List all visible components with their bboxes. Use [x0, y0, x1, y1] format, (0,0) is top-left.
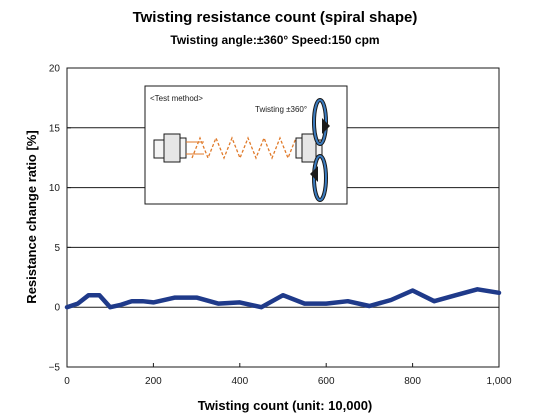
cable-illustration	[153, 133, 323, 163]
chart-subtitle: Twisting angle:±360° Speed:150 cpm	[170, 33, 379, 47]
x-tick-label: 0	[64, 376, 70, 387]
x-tick-label: 1,000	[486, 376, 511, 387]
test-method-inset: <Test method> Twisting ±360°	[144, 85, 348, 205]
series-line	[64, 287, 502, 310]
y-tick-label: 20	[49, 64, 61, 75]
rotation-arrow-icon	[310, 98, 330, 202]
x-tick-label: 200	[145, 376, 162, 387]
y-tick-label: 15	[49, 123, 61, 134]
x-axis-label: Twisting count (unit: 10,000)	[198, 398, 373, 413]
y-tick-label: 5	[54, 243, 60, 254]
x-tick-label: 600	[318, 376, 335, 387]
plot-frame	[66, 67, 500, 368]
y-tick-label: 10	[49, 183, 61, 194]
chart-title: Twisting resistance count (spiral shape)	[133, 9, 418, 26]
x-tick-label: 400	[231, 376, 248, 387]
inset-annotation: Twisting ±360°	[255, 105, 307, 114]
y-axis-label: Resistance change ratio [%]	[24, 130, 39, 303]
y-tick-label: −5	[49, 363, 61, 374]
y-tick-label: 0	[54, 303, 60, 314]
series	[64, 287, 502, 310]
x-tick-label: 800	[404, 376, 421, 387]
inset-label: <Test method>	[150, 94, 203, 103]
